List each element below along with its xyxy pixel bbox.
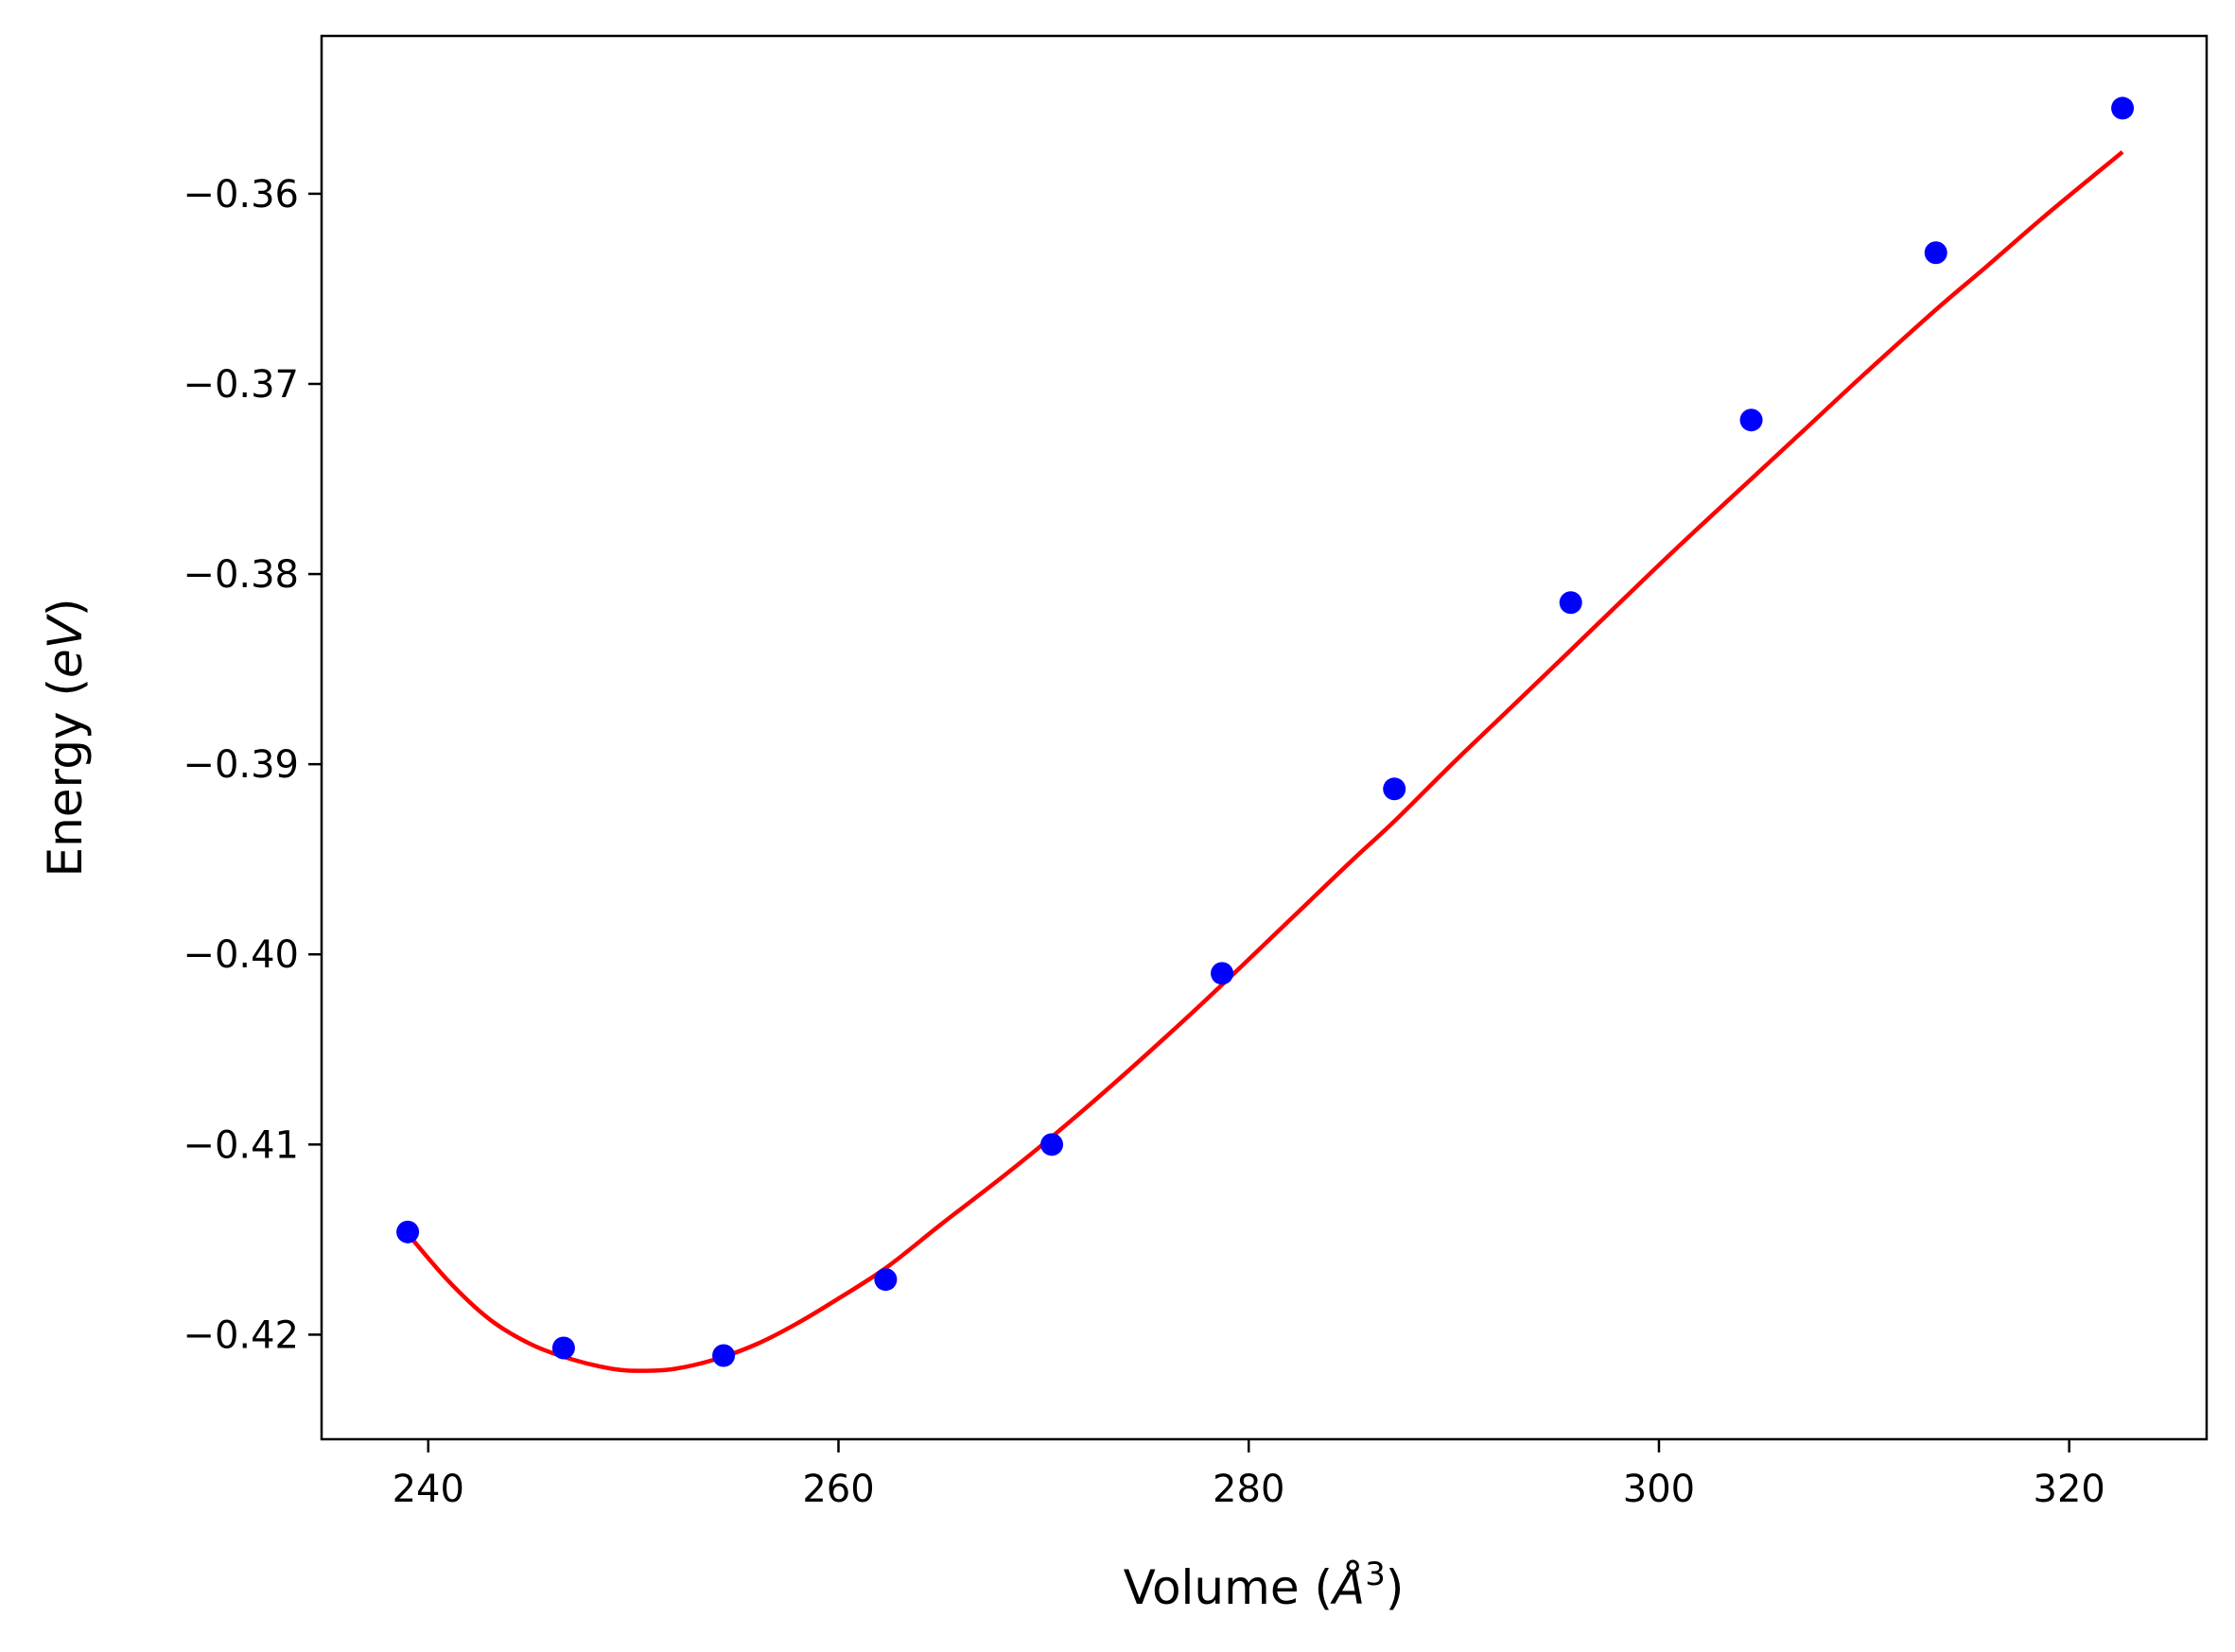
data-point [1924,241,1947,265]
axes-frame [320,34,2209,1441]
y-axis-label: Energy (eV) [38,599,93,878]
data-point [396,1220,420,1243]
fit-curve-line [406,149,2124,1373]
y-tick-label: −0.38 [183,553,299,597]
x-tick-label: 260 [802,1468,874,1511]
plot-area [396,96,2135,1373]
y-tick-label: −0.42 [183,1313,299,1357]
data-point [1559,591,1582,615]
data-point [551,1336,575,1360]
x-axis-ticks: 240 260 280 300 320 [393,1439,2105,1511]
data-point [1040,1133,1064,1156]
y-tick-label: −0.40 [183,933,299,977]
y-tick-label: −0.37 [183,363,299,407]
y-axis-ticks: −0.42 −0.41 −0.40 −0.39 −0.38 −0.37 −0.36 [183,173,322,1357]
data-point [1739,409,1763,432]
x-axis-label: Volume (Å3) [1124,1556,1405,1615]
data-point [712,1344,736,1367]
data-point [1211,962,1234,985]
y-tick-label: −0.41 [183,1123,299,1167]
data-point [1383,777,1406,801]
x-tick-label: 240 [393,1468,464,1511]
x-tick-label: 300 [1623,1468,1695,1511]
y-tick-label: −0.39 [183,743,299,787]
x-tick-label: 280 [1213,1468,1284,1511]
data-point [2111,96,2135,120]
x-tick-label: 320 [2034,1468,2105,1511]
y-tick-label: −0.36 [183,173,299,217]
data-point [874,1268,898,1292]
